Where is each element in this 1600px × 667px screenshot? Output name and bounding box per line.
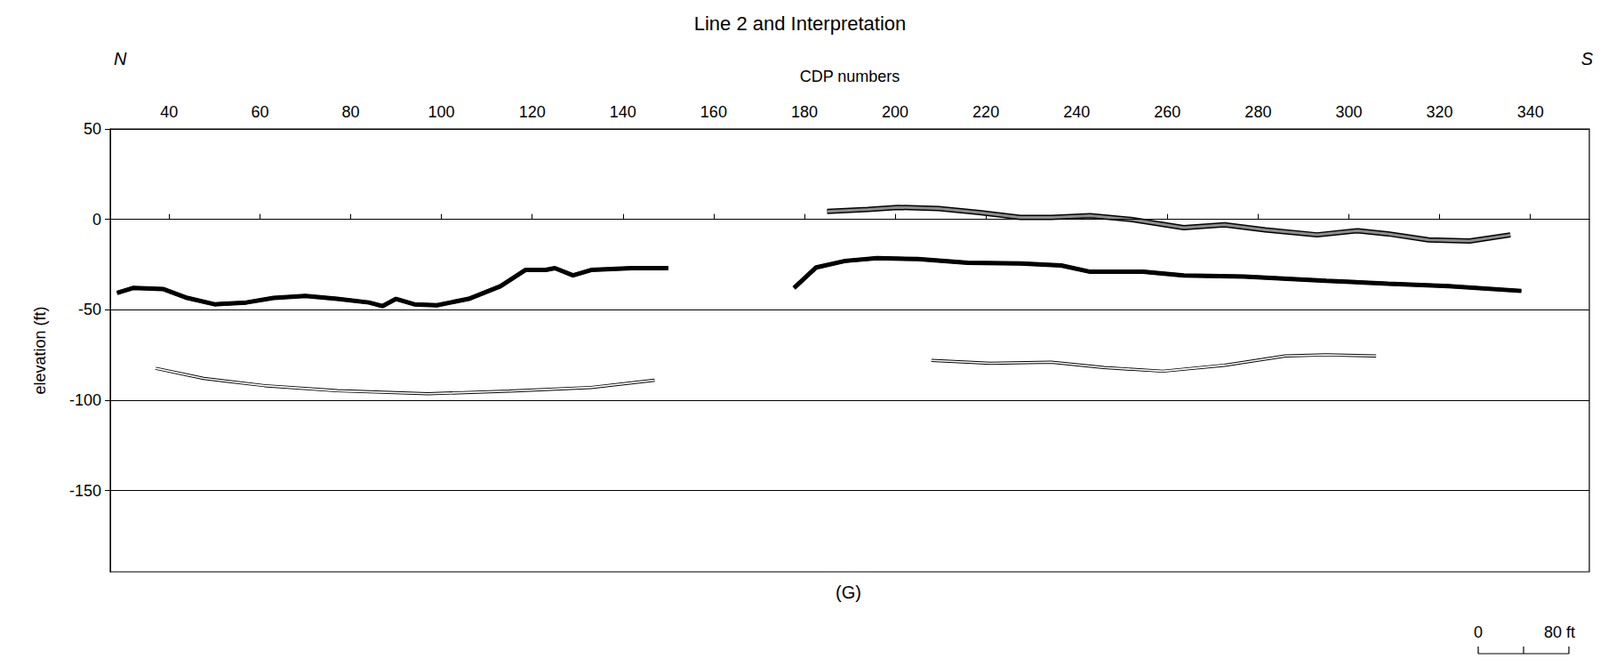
svg-text:80 ft: 80 ft [1544,623,1576,641]
svg-text:320: 320 [1426,103,1454,121]
svg-text:120: 120 [519,103,546,121]
svg-text:100: 100 [428,103,456,121]
svg-text:-100: -100 [69,391,102,409]
svg-text:240: 240 [1063,103,1090,121]
svg-text:300: 300 [1335,103,1362,121]
svg-text:140: 140 [609,103,637,121]
svg-text:-50: -50 [78,300,102,319]
svg-text:280: 280 [1244,103,1272,121]
svg-text:40: 40 [160,103,178,121]
svg-text:180: 180 [791,103,818,121]
svg-text:S: S [1581,48,1594,69]
svg-text:N: N [113,48,128,69]
svg-text:80: 80 [342,103,360,121]
svg-text:200: 200 [881,103,909,121]
svg-text:elevation (ft): elevation (ft) [31,305,49,394]
svg-text:0: 0 [92,210,102,229]
svg-text:0: 0 [1473,623,1483,641]
svg-text:260: 260 [1153,103,1181,121]
svg-text:160: 160 [700,103,728,121]
svg-text:Line 2 and Interpretation: Line 2 and Interpretation [694,12,907,35]
svg-text:-150: -150 [69,481,102,500]
svg-text:50: 50 [83,120,102,138]
svg-text:60: 60 [250,103,269,121]
svg-text:CDP numbers: CDP numbers [800,67,901,86]
svg-text:(G): (G) [835,582,862,602]
svg-text:220: 220 [972,103,1000,121]
svg-text:340: 340 [1517,103,1544,121]
